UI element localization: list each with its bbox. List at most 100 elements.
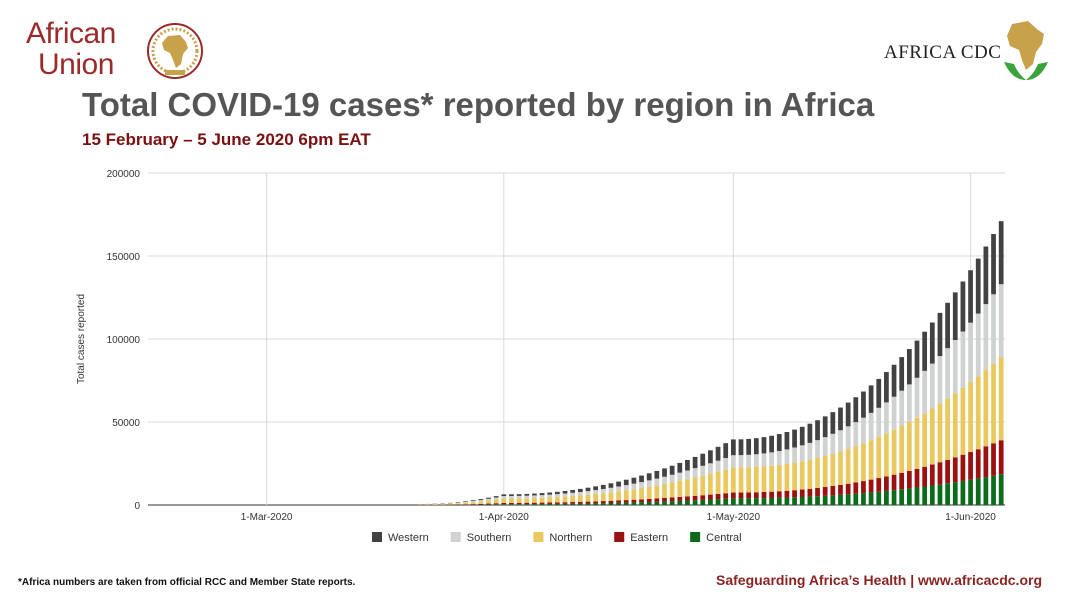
bar-southern [478,500,484,502]
y-tick-label: 150000 [107,252,141,263]
bar-western [830,412,836,434]
legend-label-western: Western [388,532,429,544]
bar-northern [861,443,866,482]
bar-central [769,497,774,505]
bar-eastern [807,488,813,497]
bar-eastern [593,501,599,504]
bar-central [776,497,782,505]
bar-western [769,435,774,453]
bar-northern [463,502,468,505]
bar-central [784,497,790,505]
bar-eastern [838,484,843,495]
bar-eastern [608,500,614,503]
bar-northern [730,467,736,493]
bar-western [608,483,614,488]
bar-western [600,484,606,489]
cdc-logo-text: AFRICA CDC [884,42,1002,63]
bar-northern [470,502,476,505]
bar-western [952,292,958,341]
bar-western [799,426,805,446]
bar-northern [738,467,744,493]
bar-western [470,500,476,502]
page-subtitle: 15 February – 5 June 2020 6pm EAT [82,130,371,149]
bar-central [570,503,576,505]
bar-southern [669,474,675,483]
au-logo-line1: African [26,17,116,50]
bar-eastern [761,492,767,499]
y-tick-label: 200000 [107,169,141,180]
bar-central [753,498,759,505]
bar-northern [983,370,989,447]
bar-eastern [631,499,637,503]
bar-southern [975,313,981,377]
bar-eastern [769,491,774,498]
bar-northern [899,426,905,473]
bar-central [654,501,660,505]
bar-western [906,349,912,385]
bar-southern [715,460,721,472]
bar-central [906,488,912,505]
bar-southern [838,430,843,452]
bar-southern [983,304,989,371]
bar-eastern [577,501,583,504]
legend-label-northern: Northern [549,532,592,544]
y-tick-label: 100000 [107,335,141,346]
x-tick-label: 1-May-2020 [707,512,761,523]
bar-western [554,491,560,495]
bar-western [493,496,499,498]
bar-eastern [968,452,973,480]
bar-western [639,475,644,483]
legend-swatch-northern [533,532,544,542]
bar-western [547,492,553,495]
bar-northern [554,497,560,503]
chart-bars [417,221,1004,505]
bar-eastern [998,440,1004,475]
bar-northern [968,382,973,453]
bar-southern [585,491,591,495]
bar-northern [532,498,537,503]
bar-western [585,487,591,492]
bar-western [509,494,514,497]
bar-eastern [906,470,912,489]
bar-central [669,501,675,505]
bar-eastern [792,490,797,498]
bar-southern [623,485,629,491]
bar-eastern [493,503,499,505]
bar-western [876,378,882,408]
bar-western [822,416,828,438]
bar-southern [815,440,820,458]
bar-central [646,501,652,505]
au-logo-line2: Union [38,48,114,81]
bar-central [991,475,996,505]
bar-northern [608,492,614,501]
bar-eastern [991,443,996,476]
chart-legend: Western Southern Northern Eastern Central [372,532,742,544]
bar-eastern [861,481,866,494]
bar-central [899,489,905,505]
bar-eastern [516,502,522,505]
bar-northern [776,464,782,492]
bar-northern [440,504,445,505]
bar-northern [884,433,889,477]
bar-northern [991,363,996,444]
bar-central [799,496,805,505]
bar-southern [486,498,491,501]
bar-northern [654,485,660,499]
bar-northern [891,429,897,475]
bar-southern [532,495,537,499]
bar-western [929,322,935,364]
bar-central [639,502,644,505]
bar-western [761,437,767,454]
bar-southern [562,493,568,497]
bar-western [570,489,576,493]
bar-central [708,499,713,505]
bar-southern [906,384,912,422]
bar-southern [784,449,790,464]
bar-southern [493,497,499,500]
bar-southern [608,487,614,493]
bar-eastern [960,454,966,481]
bar-southern [554,494,560,498]
bar-central [486,504,491,505]
bar-southern [853,422,859,447]
bar-northern [570,496,576,503]
